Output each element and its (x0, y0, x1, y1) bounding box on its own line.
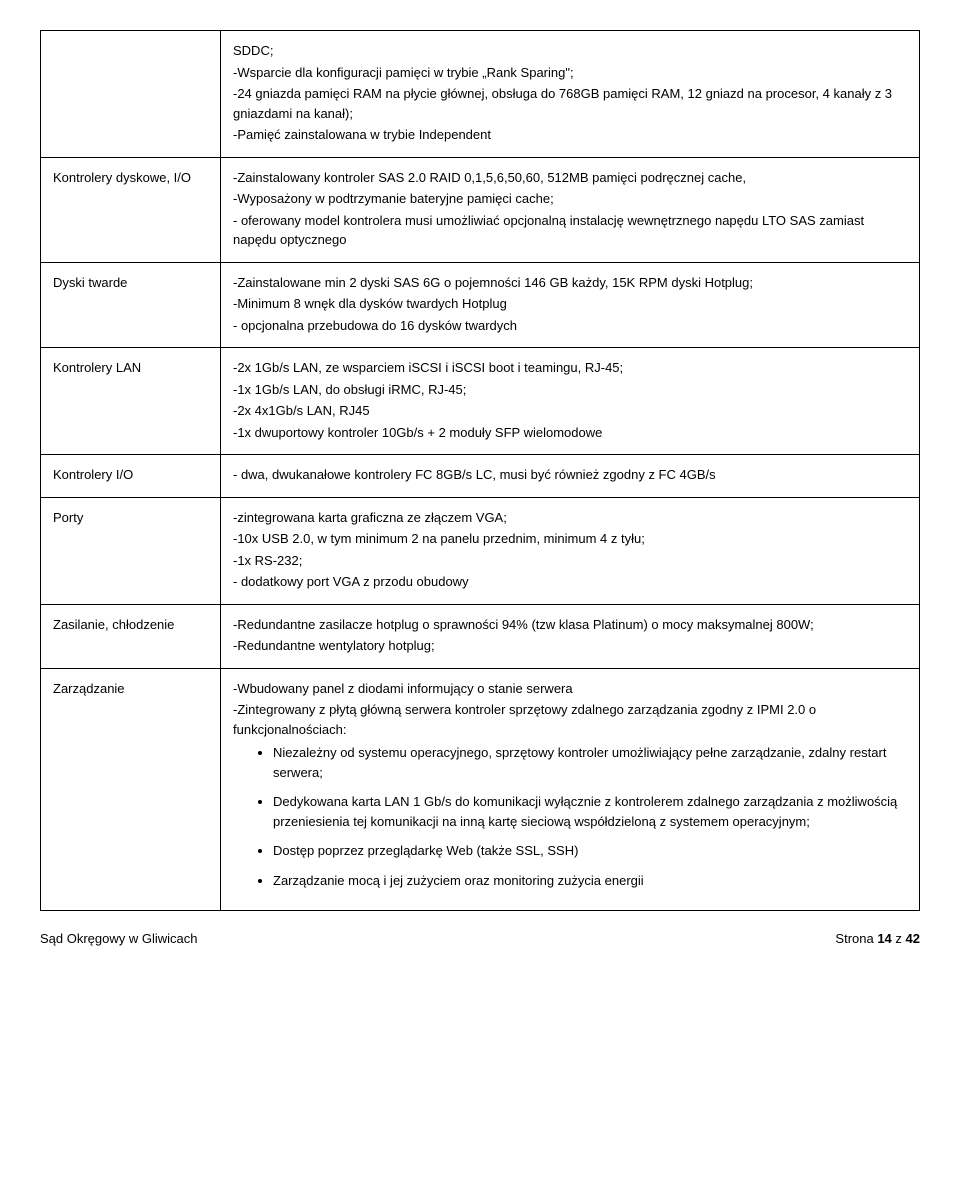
row2-content: -Zainstalowane min 2 dyski SAS 6G o poje… (221, 262, 920, 348)
row6-content: -Redundantne zasilacze hotplug o sprawno… (221, 604, 920, 668)
row1-label: Kontrolery dyskowe, I/O (41, 157, 221, 262)
row5-content: -zintegrowana karta graficzna ze złączem… (221, 497, 920, 604)
row0-content: SDDC; -Wsparcie dla konfiguracji pamięci… (221, 31, 920, 158)
row7-bullet3: Zarządzanie mocą i jej zużyciem oraz mon… (273, 871, 907, 891)
row1-line2: - oferowany model kontrolera musi umożli… (233, 211, 907, 250)
row7-bullet2: Dostęp poprzez przeglądarkę Web (także S… (273, 841, 907, 861)
row6-label: Zasilanie, chłodzenie (41, 604, 221, 668)
row0-line3: -Pamięć zainstalowana w trybie Independe… (233, 125, 907, 145)
row7-bullets: Niezależny od systemu operacyjnego, sprz… (233, 743, 907, 890)
row7-label: Zarządzanie (41, 668, 221, 911)
footer-page-num: 14 (877, 931, 891, 946)
row7-line1: -Zintegrowany z płytą główną serwera kon… (233, 700, 907, 739)
row4-line0: - dwa, dwukanałowe kontrolery FC 8GB/s L… (233, 465, 907, 485)
row1-content: -Zainstalowany kontroler SAS 2.0 RAID 0,… (221, 157, 920, 262)
row6-line0: -Redundantne zasilacze hotplug o sprawno… (233, 615, 907, 635)
row0-label (41, 31, 221, 158)
row5-line3: - dodatkowy port VGA z przodu obudowy (233, 572, 907, 592)
row7-bullet1: Dedykowana karta LAN 1 Gb/s do komunikac… (273, 792, 907, 831)
row3-line0: -2x 1Gb/s LAN, ze wsparciem iSCSI i iSCS… (233, 358, 907, 378)
spec-table: SDDC; -Wsparcie dla konfiguracji pamięci… (40, 30, 920, 911)
row5-line2: -1x RS-232; (233, 551, 907, 571)
row4-content: - dwa, dwukanałowe kontrolery FC 8GB/s L… (221, 455, 920, 498)
row2-line1: -Minimum 8 wnęk dla dysków twardych Hotp… (233, 294, 907, 314)
row3-line2: -2x 4x1Gb/s LAN, RJ45 (233, 401, 907, 421)
row5-label: Porty (41, 497, 221, 604)
row4-label: Kontrolery I/O (41, 455, 221, 498)
footer-right-prefix: Strona (835, 931, 877, 946)
row2-label: Dyski twarde (41, 262, 221, 348)
row7-bullet0: Niezależny od systemu operacyjnego, sprz… (273, 743, 907, 782)
row0-line0: SDDC; (233, 41, 907, 61)
row3-line1: -1x 1Gb/s LAN, do obsługi iRMC, RJ-45; (233, 380, 907, 400)
row2-line0: -Zainstalowane min 2 dyski SAS 6G o poje… (233, 273, 907, 293)
footer-right: Strona 14 z 42 (835, 931, 920, 946)
row7-content: -Wbudowany panel z diodami informujący o… (221, 668, 920, 911)
footer-left: Sąd Okręgowy w Gliwicach (40, 931, 198, 946)
row0-line2: -24 gniazda pamięci RAM na płycie główne… (233, 84, 907, 123)
row2-line2: - opcjonalna przebudowa do 16 dysków twa… (233, 316, 907, 336)
page-footer: Sąd Okręgowy w Gliwicach Strona 14 z 42 (40, 931, 920, 946)
row1-line0: -Zainstalowany kontroler SAS 2.0 RAID 0,… (233, 168, 907, 188)
footer-right-mid: z (892, 931, 906, 946)
row1-line1: -Wyposażony w podtrzymanie bateryjne pam… (233, 189, 907, 209)
row6-line1: -Redundantne wentylatory hotplug; (233, 636, 907, 656)
row0-line1: -Wsparcie dla konfiguracji pamięci w try… (233, 63, 907, 83)
row5-line0: -zintegrowana karta graficzna ze złączem… (233, 508, 907, 528)
row5-line1: -10x USB 2.0, w tym minimum 2 na panelu … (233, 529, 907, 549)
row3-label: Kontrolery LAN (41, 348, 221, 455)
row3-line3: -1x dwuportowy kontroler 10Gb/s + 2 modu… (233, 423, 907, 443)
row7-line0: -Wbudowany panel z diodami informujący o… (233, 679, 907, 699)
footer-page-total: 42 (906, 931, 920, 946)
row3-content: -2x 1Gb/s LAN, ze wsparciem iSCSI i iSCS… (221, 348, 920, 455)
